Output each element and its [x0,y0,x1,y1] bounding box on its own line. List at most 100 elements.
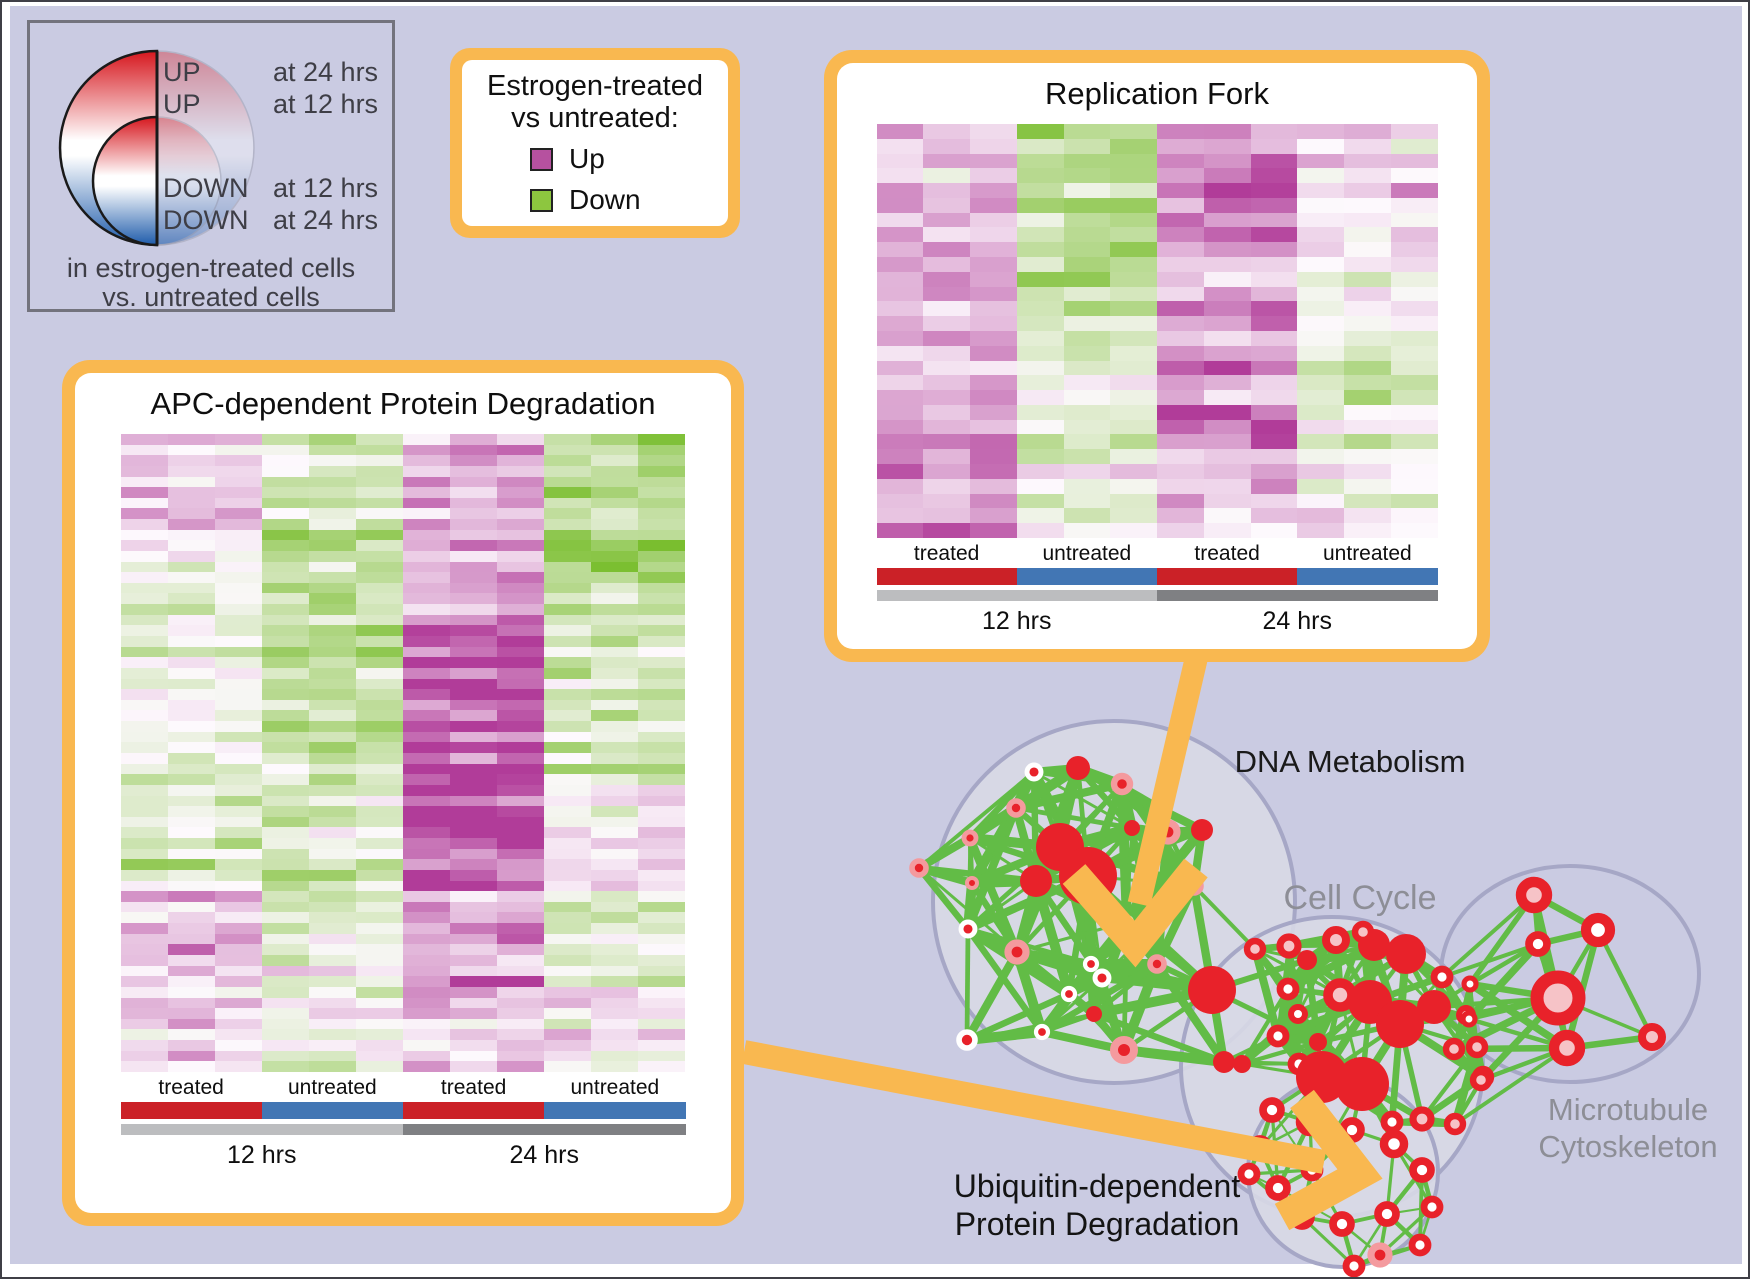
heatmap-cell [167,901,215,913]
heatmap-cell [1390,183,1438,198]
heatmap-cell [970,330,1017,346]
heatmap-cell [261,550,309,562]
heatmap-cell [214,657,262,668]
heatmap-cell [1297,449,1344,465]
heatmap-cell [497,561,545,573]
heatmap-cell [544,976,592,987]
heatmap-cell [261,529,309,541]
heatmap-cell [1203,375,1251,391]
heatmap-cell [970,271,1017,287]
heatmap-cell [120,561,168,573]
heatmap-cell [1344,434,1391,450]
network-node [1082,955,1100,973]
network-edge [917,770,1036,870]
heatmap-cell [355,965,403,977]
replication-fork-panel: Replication Fork treated untreated treat… [824,50,1490,662]
heatmap-cell [544,699,592,711]
heatmap-cell [355,497,403,509]
heatmap-cell [214,891,262,902]
rf-bar-untreated-24 [1297,568,1438,585]
heatmap-cell [214,944,262,956]
heatmap-cell [497,848,545,860]
cluster-label-line: Cell Cycle [1283,879,1437,917]
heatmap-cell [544,880,592,892]
heatmap-cell [544,487,592,498]
heatmap-cell [214,997,262,1009]
heatmap-cell [261,827,309,839]
heatmap-cell [544,667,592,679]
heatmap-cell [355,710,403,722]
heatmap-cell [970,464,1017,479]
heatmap-cell [970,390,1017,405]
heatmap-cell [1250,286,1298,302]
heatmap-cell [544,986,592,998]
heatmap-cell [638,455,686,466]
heatmap-cell [923,227,970,243]
heatmap-cell [261,965,309,977]
heatmap-cell [591,699,639,711]
heatmap-cell [1344,153,1391,169]
heatmap-cell [1250,301,1298,317]
heatmap-cell [544,965,592,977]
heatmap-cell [120,859,168,870]
heatmap-cell [308,667,356,679]
heatmap-cell [497,901,545,913]
heatmap-cell [1157,183,1204,198]
replication-fork-heatmap-block: treated untreated treated untreated 12 h [876,112,1438,637]
heatmap-cell [1203,153,1251,169]
heatmap-cell [167,657,215,668]
heatmap-cell [1250,464,1298,479]
heatmap-cell [120,540,168,551]
heatmap-cell [1063,493,1111,509]
heatmap-cell [402,859,451,870]
heatmap-cell [402,774,451,785]
heatmap-cell [120,731,168,743]
apc-title: APC-dependent Protein Degradation [150,386,656,421]
heatmap-cell [1157,523,1204,538]
heatmap-cell [308,497,356,509]
heatmap-cell [638,827,686,839]
heatmap-cell [970,286,1017,302]
apc-label-treated-24: treated [440,1076,507,1099]
heatmap-cell [214,976,262,987]
heatmap-cell [1203,345,1251,361]
heatmap-cell [214,614,262,626]
heatmap-cell [970,523,1017,538]
heatmap-cell [1110,330,1157,346]
heatmap-cell [638,1018,686,1030]
heatmap-cell [402,710,451,722]
heatmap-cell [638,795,686,807]
heatmap-cell [591,869,639,881]
heatmap-cell [497,572,545,583]
heatmap-cell [876,493,924,509]
heatmap-cell [261,1008,309,1019]
heatmap-cell [402,923,451,934]
heatmap-cell [1203,212,1251,228]
heatmap-cell [450,540,498,551]
heatmap-cell [450,1061,498,1072]
heatmap-cell [450,742,498,753]
heatmap-cell [261,752,309,764]
heatmap-cell [308,880,356,892]
cluster-label-line: Microtubule [1547,1092,1709,1127]
heatmap-cell [591,721,639,732]
heatmap-cell [1110,168,1157,184]
heatmap-cell [638,955,686,966]
heatmap-cell [402,976,451,987]
network-node [1288,1004,1308,1024]
updown-footer-line2: vs. untreated cells [102,282,320,312]
heatmap-cell [261,444,309,456]
heatmap-cell [355,933,403,945]
heatmap-cell [544,731,592,743]
network-edge [1440,893,1536,979]
heatmap-cell [214,838,262,849]
heatmap-cell [638,997,686,1009]
heatmap-cell [1250,242,1298,258]
heatmap-cell [1063,360,1111,376]
heatmap-cell [1110,138,1157,154]
heatmap-cell [308,657,356,668]
heatmap-cell [308,742,356,753]
heatmap-cell [167,997,215,1009]
heatmap-cell [450,529,498,541]
network-node [1409,1157,1435,1183]
